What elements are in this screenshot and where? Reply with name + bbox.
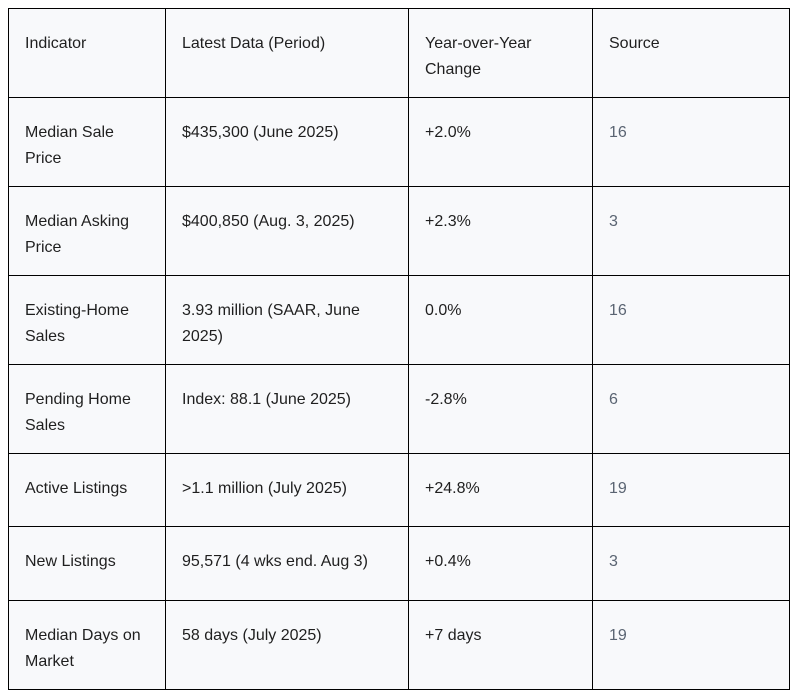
column-header-source: Source	[592, 8, 790, 98]
yoy-change-cell: -2.8%	[408, 364, 593, 454]
yoy-change-cell: 0.0%	[408, 275, 593, 365]
yoy-change-cell: +2.0%	[408, 97, 593, 187]
latest-data-cell: 58 days (July 2025)	[165, 600, 409, 690]
source-cell: 3	[592, 526, 790, 601]
source-cell: 3	[592, 186, 790, 276]
source-cell: 16	[592, 275, 790, 365]
table-row-pending-home-sales: Pending Home Sales Index: 88.1 (June 202…	[8, 364, 790, 454]
indicator-cell: Pending Home Sales	[8, 364, 166, 454]
housing-market-indicators-table: Indicator Latest Data (Period) Year-over…	[8, 8, 790, 690]
header-row: Indicator Latest Data (Period) Year-over…	[8, 8, 790, 98]
latest-data-cell: >1.1 million (July 2025)	[165, 453, 409, 527]
indicator-cell: Median Days on Market	[8, 600, 166, 690]
column-header-indicator: Indicator	[8, 8, 166, 98]
source-citation-link[interactable]: 16	[609, 302, 627, 319]
latest-data-cell: $435,300 (June 2025)	[165, 97, 409, 187]
source-cell: 16	[592, 97, 790, 187]
source-citation-link[interactable]: 3	[609, 213, 618, 230]
indicator-cell: New Listings	[8, 526, 166, 601]
table-row-median-sale-price: Median Sale Price $435,300 (June 2025) +…	[8, 97, 790, 187]
table-row-existing-home-sales: Existing-Home Sales 3.93 million (SAAR, …	[8, 275, 790, 365]
source-cell: 6	[592, 364, 790, 454]
source-citation-link[interactable]: 19	[609, 480, 627, 497]
source-cell: 19	[592, 453, 790, 527]
yoy-change-cell: +2.3%	[408, 186, 593, 276]
table-row-median-days-on-market: Median Days on Market 58 days (July 2025…	[8, 600, 790, 690]
source-citation-link[interactable]: 3	[609, 553, 618, 570]
source-cell: 19	[592, 600, 790, 690]
source-citation-link[interactable]: 6	[609, 391, 618, 408]
table-row-median-asking-price: Median Asking Price $400,850 (Aug. 3, 20…	[8, 186, 790, 276]
yoy-change-cell: +0.4%	[408, 526, 593, 601]
yoy-change-cell: +24.8%	[408, 453, 593, 527]
latest-data-cell: 3.93 million (SAAR, June 2025)	[165, 275, 409, 365]
table-row-new-listings: New Listings 95,571 (4 wks end. Aug 3) +…	[8, 526, 790, 601]
table-row-active-listings: Active Listings >1.1 million (July 2025)…	[8, 453, 790, 527]
indicator-cell: Median Sale Price	[8, 97, 166, 187]
yoy-change-cell: +7 days	[408, 600, 593, 690]
indicator-cell: Median Asking Price	[8, 186, 166, 276]
column-header-latest-data: Latest Data (Period)	[165, 8, 409, 98]
source-citation-link[interactable]: 16	[609, 124, 627, 141]
latest-data-cell: $400,850 (Aug. 3, 2025)	[165, 186, 409, 276]
latest-data-cell: 95,571 (4 wks end. Aug 3)	[165, 526, 409, 601]
source-citation-link[interactable]: 19	[609, 627, 627, 644]
indicator-cell: Existing-Home Sales	[8, 275, 166, 365]
indicator-cell: Active Listings	[8, 453, 166, 527]
column-header-yoy-change: Year-over-Year Change	[408, 8, 593, 98]
latest-data-cell: Index: 88.1 (June 2025)	[165, 364, 409, 454]
